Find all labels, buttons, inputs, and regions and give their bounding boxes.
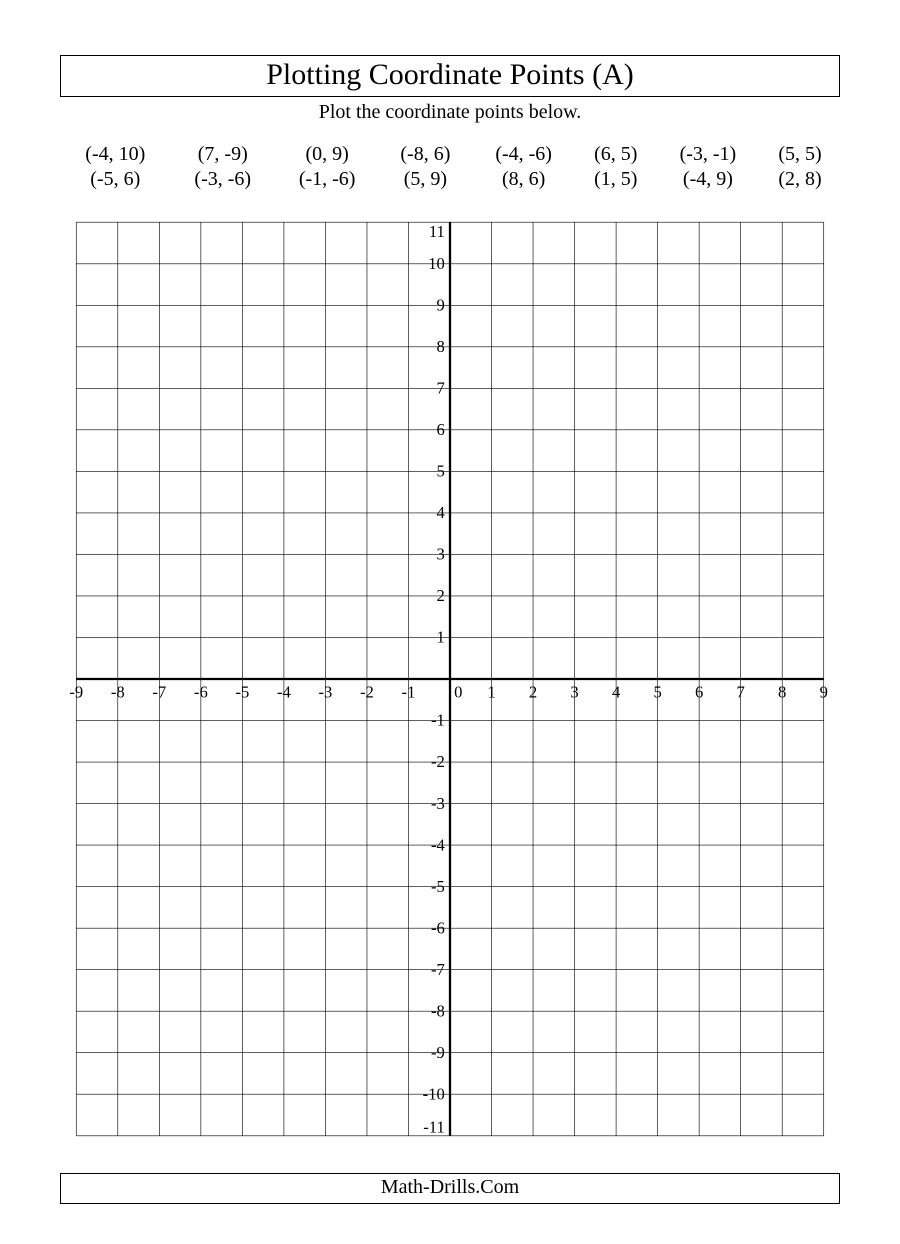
svg-text:2: 2: [529, 683, 537, 702]
coordinate-point: (-5, 6): [60, 167, 171, 192]
svg-text:8: 8: [778, 683, 786, 702]
svg-text:-7: -7: [152, 683, 166, 702]
coordinate-point: (-4, 10): [60, 142, 171, 167]
svg-text:-3: -3: [431, 794, 445, 813]
svg-text:9: 9: [820, 683, 828, 702]
svg-text:-4: -4: [277, 683, 292, 702]
svg-text:-8: -8: [111, 683, 125, 702]
coordinate-point: (5, 9): [379, 167, 471, 192]
svg-text:-1: -1: [431, 711, 445, 730]
svg-text:-9: -9: [431, 1043, 445, 1062]
svg-text:1: 1: [437, 628, 445, 647]
svg-text:0: 0: [454, 683, 462, 702]
coordinate-point: (6, 5): [576, 142, 656, 167]
worksheet-title: Plotting Coordinate Points (A): [60, 55, 840, 97]
svg-text:-9: -9: [70, 683, 83, 702]
svg-text:7: 7: [737, 683, 745, 702]
svg-text:-5: -5: [431, 877, 445, 896]
coordinate-point: (8, 6): [471, 167, 575, 192]
points-row: (-5, 6)(-3, -6)(-1, -6)(5, 9)(8, 6)(1, 5…: [60, 167, 840, 192]
svg-text:-1: -1: [402, 683, 416, 702]
svg-text:4: 4: [437, 503, 446, 522]
svg-text:11: 11: [429, 222, 445, 241]
coordinate-point: (-4, 9): [656, 167, 760, 192]
coordinate-point: (-4, -6): [471, 142, 575, 167]
svg-text:2: 2: [437, 586, 445, 605]
coordinate-point: (0, 9): [275, 142, 379, 167]
svg-text:5: 5: [653, 683, 661, 702]
coordinate-point: (1, 5): [576, 167, 656, 192]
svg-text:8: 8: [437, 337, 445, 356]
svg-text:1: 1: [487, 683, 495, 702]
svg-text:6: 6: [695, 683, 703, 702]
svg-text:7: 7: [437, 379, 445, 398]
svg-text:-6: -6: [194, 683, 208, 702]
svg-text:-2: -2: [360, 683, 374, 702]
coordinate-point: (-8, 6): [379, 142, 471, 167]
coordinate-grid: -9-8-7-6-5-4-3-2-10123456789-11-10-9-8-7…: [70, 216, 830, 1147]
svg-text:4: 4: [612, 683, 621, 702]
svg-text:3: 3: [570, 683, 578, 702]
worksheet-footer: Math-Drills.Com: [60, 1173, 840, 1204]
svg-text:10: 10: [428, 254, 445, 273]
svg-text:9: 9: [437, 295, 445, 314]
svg-text:5: 5: [437, 462, 445, 481]
svg-text:-3: -3: [319, 683, 333, 702]
svg-text:-6: -6: [431, 918, 445, 937]
coordinate-point: (7, -9): [171, 142, 275, 167]
points-row: (-4, 10)(7, -9)(0, 9)(-8, 6)(-4, -6)(6, …: [60, 142, 840, 167]
svg-text:3: 3: [437, 545, 445, 564]
coordinate-point: (-1, -6): [275, 167, 379, 192]
coordinate-point: (2, 8): [760, 167, 840, 192]
coordinate-points-table: (-4, 10)(7, -9)(0, 9)(-8, 6)(-4, -6)(6, …: [60, 142, 840, 192]
svg-text:6: 6: [437, 420, 445, 439]
svg-text:-2: -2: [431, 752, 445, 771]
coordinate-point: (-3, -1): [656, 142, 760, 167]
svg-text:-4: -4: [431, 835, 446, 854]
svg-text:-11: -11: [423, 1118, 445, 1137]
svg-text:-5: -5: [235, 683, 249, 702]
coordinate-point: (5, 5): [760, 142, 840, 167]
coordinate-point: (-3, -6): [171, 167, 275, 192]
svg-text:-10: -10: [423, 1084, 445, 1103]
worksheet-subtitle: Plot the coordinate points below.: [60, 101, 840, 124]
svg-text:-7: -7: [431, 960, 445, 979]
svg-text:-8: -8: [431, 1001, 445, 1020]
